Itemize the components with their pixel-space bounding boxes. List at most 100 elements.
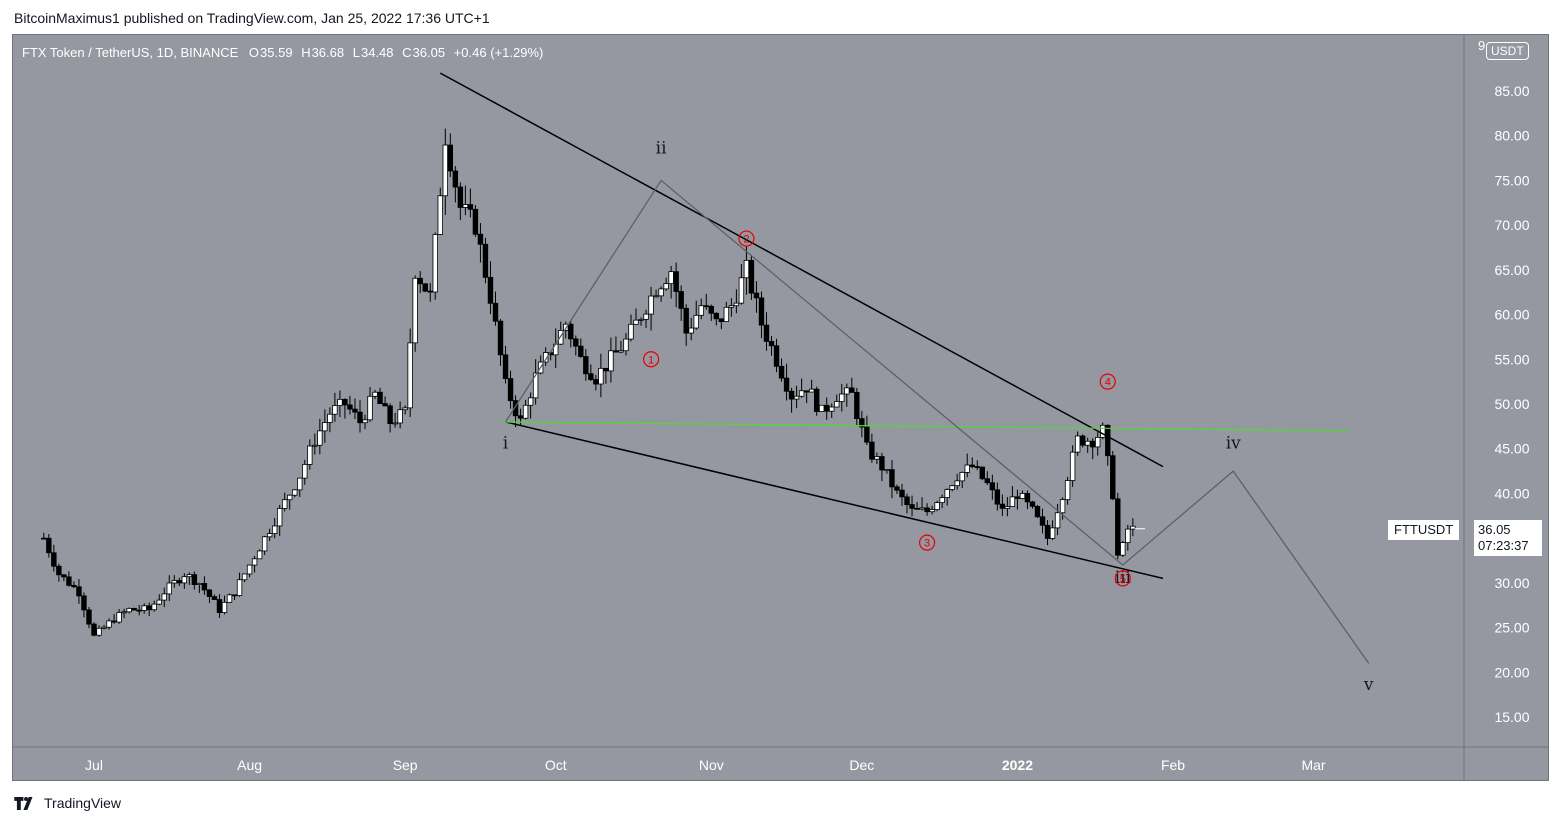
candle-body — [322, 422, 328, 432]
candle-body — [161, 593, 167, 601]
candle-body — [904, 496, 910, 506]
candle-body — [1044, 524, 1051, 539]
candle-body — [984, 478, 991, 484]
sub-wave-marker — [918, 534, 936, 551]
wave-label: ii — [656, 139, 667, 159]
candle-body — [462, 204, 469, 208]
candle-body — [271, 525, 278, 535]
change-value: +0.46 (+1.29%) — [453, 45, 544, 60]
candle-body — [693, 314, 699, 329]
candle-body — [728, 305, 735, 308]
candle-body — [492, 302, 499, 322]
wave-label: i — [503, 434, 509, 454]
candle-body — [442, 144, 449, 197]
candle-body — [798, 390, 805, 397]
y-tick-label: 50.00 — [1494, 396, 1529, 412]
candle-body — [367, 395, 373, 421]
candle-body — [773, 345, 780, 367]
candle-body — [914, 507, 920, 510]
x-tick-label: Mar — [1301, 757, 1325, 773]
candle-body — [276, 508, 283, 527]
candle-body — [266, 533, 273, 538]
candle-body — [568, 323, 574, 340]
candle-body — [909, 504, 915, 509]
candle-body — [844, 387, 850, 395]
candle-body — [1095, 436, 1101, 448]
candle-body — [1064, 480, 1071, 501]
wave-path — [504, 179, 1370, 664]
candle-body — [1069, 451, 1076, 481]
x-tick-label: Aug — [237, 757, 262, 773]
candle-body — [56, 565, 62, 576]
candle-body — [919, 507, 925, 510]
sub-wave-label: 3 — [924, 538, 930, 550]
y-tick-label-partial: 9 — [1478, 38, 1485, 53]
candle-body — [86, 609, 92, 625]
candle-body — [1079, 435, 1086, 446]
candle-body — [221, 601, 228, 614]
currency-badge[interactable]: USDT — [1486, 42, 1529, 60]
candle-body — [713, 312, 720, 320]
tradingview-logo-icon — [14, 796, 33, 810]
candle-body — [502, 354, 509, 380]
low-label: L — [352, 45, 360, 60]
candle-body — [216, 599, 223, 614]
wave-label: v — [1363, 675, 1374, 695]
candle-body — [869, 441, 875, 460]
candle-body — [522, 404, 529, 419]
candle-body — [246, 564, 253, 575]
candle-body — [136, 609, 142, 612]
chart-frame[interactable] — [12, 34, 1549, 781]
candle-body — [1024, 493, 1031, 503]
x-tick-label: 2022 — [1002, 757, 1033, 773]
candle-body — [527, 397, 534, 406]
candle-body — [196, 583, 203, 585]
candle-body — [648, 295, 654, 315]
candle-body — [41, 537, 47, 540]
candle-body — [793, 395, 800, 400]
candle-body — [999, 503, 1006, 509]
candle-body — [106, 620, 112, 628]
candle-body — [813, 388, 820, 412]
y-tick-label: 30.00 — [1494, 575, 1529, 591]
sub-wave-label: 4 — [1105, 377, 1111, 389]
candle-body — [718, 318, 725, 322]
candle-body — [994, 489, 1001, 505]
candle-body — [201, 583, 208, 591]
candle-body — [929, 509, 935, 513]
close-label: C — [402, 45, 412, 60]
y-tick-label: 55.00 — [1494, 351, 1529, 367]
candle-body — [573, 338, 579, 347]
candle-body — [472, 208, 479, 235]
candle-body — [417, 277, 423, 285]
wave-label: iv — [1226, 434, 1241, 454]
x-tick-label: Feb — [1161, 757, 1185, 773]
candle-body — [778, 365, 785, 379]
candle-body — [608, 350, 614, 372]
candle-body — [618, 350, 624, 353]
candle-body — [292, 489, 298, 496]
candle-body — [663, 283, 669, 290]
candle-body — [347, 404, 353, 410]
candle-body — [261, 536, 268, 552]
candle-body — [899, 489, 905, 498]
candle-body — [51, 552, 57, 567]
candle-body — [1014, 496, 1021, 499]
candle-body — [542, 352, 549, 363]
candle-body — [1130, 525, 1136, 530]
candle-body — [397, 409, 403, 424]
candle-body — [467, 204, 474, 210]
candle-body — [477, 233, 484, 245]
close-value: 36.05 — [412, 45, 446, 60]
y-tick-label: 85.00 — [1494, 83, 1529, 99]
footer-brand[interactable]: TradingView — [14, 795, 121, 811]
candle-body — [924, 507, 930, 513]
candle-body — [894, 486, 900, 491]
candle-body — [1004, 506, 1011, 509]
candle-body — [131, 607, 137, 611]
candle-body — [191, 574, 198, 585]
y-tick-label: 60.00 — [1494, 307, 1529, 323]
candle-body — [211, 596, 218, 600]
y-tick-label: 70.00 — [1494, 217, 1529, 233]
